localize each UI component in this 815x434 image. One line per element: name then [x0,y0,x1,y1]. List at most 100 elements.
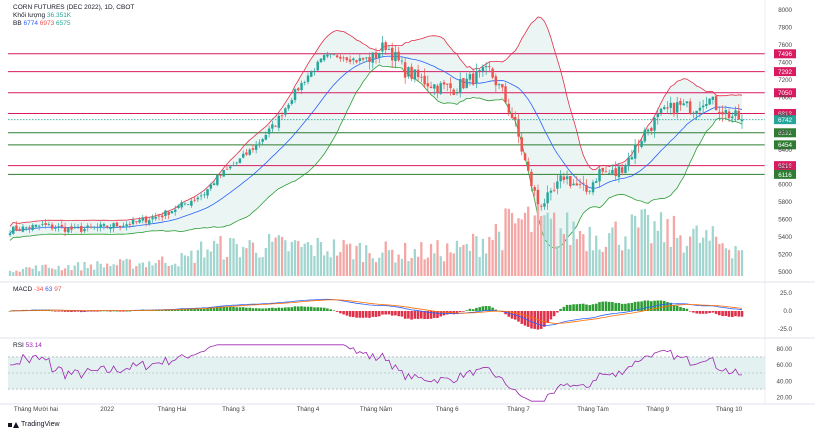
rsi-tick-label: 20.00 [777,394,793,401]
candle [174,205,177,216]
candle [151,214,154,223]
macd-histogram-bar [640,301,643,311]
candle [73,223,76,230]
rsi-tick-label: 80.00 [777,346,793,353]
candle [80,222,83,235]
price-pane[interactable]: 7496 7292 7050 6813 6592 6454 6216 6116 6742 [8,16,796,249]
candle-body [578,183,582,185]
candle [543,198,546,210]
candle-body [572,183,575,186]
candle [556,174,559,195]
candle [517,113,520,144]
macd-histogram-bar [607,301,611,311]
macd-histogram-bar [604,301,608,311]
volume-bar [731,258,734,276]
volume-bar [689,236,692,276]
candle [520,131,523,156]
volume-bar [569,245,572,276]
candle [50,222,54,231]
candle-body [714,96,718,111]
volume-bar [232,238,235,276]
macd-histogram-bar [565,304,569,311]
volume-bar [371,258,374,276]
candle [504,82,507,104]
volume-bar [15,270,18,276]
candle-body [54,228,57,229]
candle-body [549,190,553,193]
macd-histogram-bar [258,308,261,311]
volume-bar [89,264,93,276]
candle-body [413,69,417,80]
volume-bar [608,233,611,276]
time-axis-label: Tháng 3 [222,406,245,413]
candle-body [238,158,242,163]
macd-histogram-bar [539,311,543,329]
candle-body [271,124,274,129]
volume-bar [316,237,319,276]
macd-histogram-bar [313,307,316,311]
volume-bar [433,253,436,276]
candle-body [115,222,119,227]
volume-bar [219,236,222,276]
macd-histogram-bar [173,309,177,311]
macd-histogram-bar [238,307,242,311]
volume-bar [358,242,361,276]
candle [721,105,724,122]
candle-body [44,223,47,225]
macd-histogram-bar [96,311,99,312]
candle-body [293,89,297,101]
macd-legend: MACD -34 63 97 [13,286,61,294]
candle [442,79,446,90]
bb-lower-value: 6575 [56,20,71,27]
candle [222,169,225,177]
candle [365,56,368,63]
candle [322,52,326,62]
volume-bar [245,248,248,276]
candle [705,96,708,109]
candle [183,202,187,206]
rsi-pane[interactable] [8,344,765,402]
candle [633,138,637,164]
candle-body [727,111,731,119]
volume-bar [63,268,67,276]
candle [491,67,494,79]
candle [688,98,692,115]
volume-bar [329,257,332,276]
candle [575,176,579,186]
volume-bar [446,243,449,276]
candle [374,47,378,64]
candle-body [384,42,387,50]
candle-body [258,142,261,144]
price-tick-label: 6200 [778,164,792,171]
candle-body [89,226,93,228]
macd-histogram-bar [724,311,728,316]
candle [627,152,630,172]
volume-bar [540,216,543,276]
candle-body [685,101,689,104]
macd-histogram-bar [309,306,313,311]
level-label-6454: 6454 [778,142,793,149]
volume-bar [407,261,410,276]
macd-pane[interactable] [8,298,744,330]
volume-label: Khối lượng [13,12,46,19]
macd-histogram-bar [708,311,711,314]
macd-histogram-bar [267,308,271,311]
candle-body [601,168,604,172]
volume-bar [248,240,251,276]
macd-histogram-bar [232,307,235,311]
volume-bar [381,252,384,276]
candle [238,158,242,164]
candle [161,212,164,222]
candle [714,94,718,111]
macd-histogram-bar [475,307,478,311]
macd-histogram-bar [109,311,112,312]
macd-histogram-bar [355,311,358,318]
candle-body [614,168,617,176]
volume-pane [8,204,744,276]
candle [157,213,161,221]
volume-bar [255,252,258,276]
level-tag-7292 [774,67,796,77]
volume-bar [151,265,154,276]
candle [280,111,284,120]
